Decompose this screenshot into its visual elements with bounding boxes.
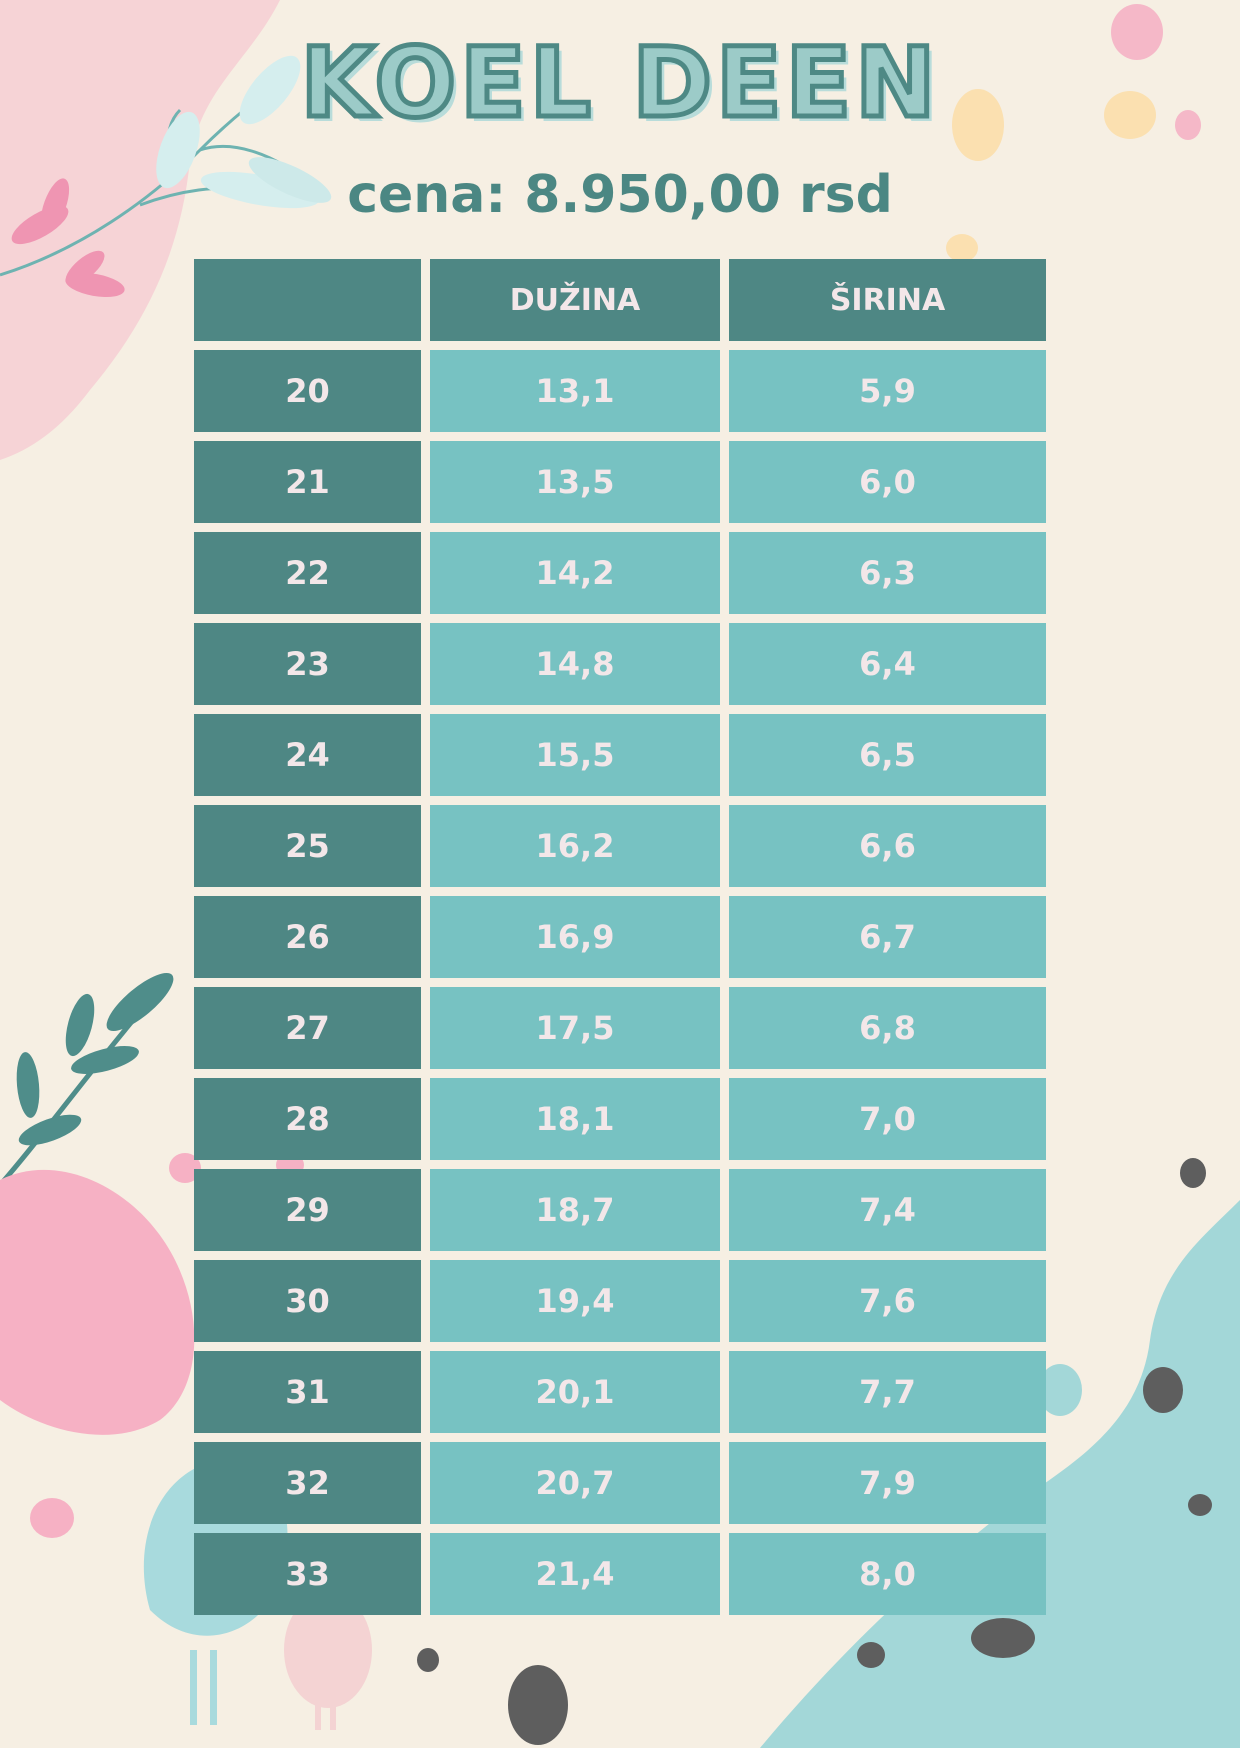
length-cell: 18,1 [430, 1078, 720, 1160]
width-cell: 6,0 [729, 441, 1046, 523]
table-row: 27 17,5 6,8 [194, 987, 1046, 1069]
size-cell: 21 [194, 441, 421, 523]
width-cell: 7,4 [729, 1169, 1046, 1251]
length-cell: 13,5 [430, 441, 720, 523]
size-cell: 23 [194, 623, 421, 705]
table-row: 33 21,4 8,0 [194, 1533, 1046, 1615]
size-cell: 31 [194, 1351, 421, 1433]
length-cell: 16,2 [430, 805, 720, 887]
width-cell: 7,7 [729, 1351, 1046, 1433]
table-row: 23 14,8 6,4 [194, 623, 1046, 705]
width-cell: 6,3 [729, 532, 1046, 614]
length-cell: 20,7 [430, 1442, 720, 1524]
size-cell: 24 [194, 714, 421, 796]
size-cell: 30 [194, 1260, 421, 1342]
table-header-row: DUŽINA ŠIRINA [194, 259, 1046, 341]
width-cell: 7,9 [729, 1442, 1046, 1524]
table-row: 25 16,2 6,6 [194, 805, 1046, 887]
width-cell: 6,8 [729, 987, 1046, 1069]
width-cell: 8,0 [729, 1533, 1046, 1615]
size-cell: 33 [194, 1533, 421, 1615]
size-cell: 20 [194, 350, 421, 432]
size-cell: 25 [194, 805, 421, 887]
table-row: 26 16,9 6,7 [194, 896, 1046, 978]
width-cell: 7,6 [729, 1260, 1046, 1342]
table-row: 29 18,7 7,4 [194, 1169, 1046, 1251]
length-cell: 17,5 [430, 987, 720, 1069]
length-cell: 14,8 [430, 623, 720, 705]
table-row: 22 14,2 6,3 [194, 532, 1046, 614]
table-row: 30 19,4 7,6 [194, 1260, 1046, 1342]
page-title: KOEL DEEN [298, 26, 940, 141]
width-cell: 6,5 [729, 714, 1046, 796]
header-width-cell: ŠIRINA [729, 259, 1046, 341]
table-row: 32 20,7 7,9 [194, 1442, 1046, 1524]
header-size-cell [194, 259, 421, 341]
length-cell: 21,4 [430, 1533, 720, 1615]
table-row: 21 13,5 6,0 [194, 441, 1046, 523]
width-cell: 6,4 [729, 623, 1046, 705]
length-cell: 20,1 [430, 1351, 720, 1433]
size-table: DUŽINA ŠIRINA 20 13,1 5,9 21 13,5 6,0 22 14,2 6,… [194, 259, 1046, 1624]
length-cell: 18,7 [430, 1169, 720, 1251]
width-cell: 5,9 [729, 350, 1046, 432]
size-cell: 27 [194, 987, 421, 1069]
header-length-cell: DUŽINA [430, 259, 720, 341]
table-row: 20 13,1 5,9 [194, 350, 1046, 432]
size-cell: 32 [194, 1442, 421, 1524]
length-cell: 14,2 [430, 532, 720, 614]
length-cell: 13,1 [430, 350, 720, 432]
length-cell: 19,4 [430, 1260, 720, 1342]
width-cell: 6,6 [729, 805, 1046, 887]
size-cell: 28 [194, 1078, 421, 1160]
length-cell: 16,9 [430, 896, 720, 978]
table-row: 31 20,1 7,7 [194, 1351, 1046, 1433]
length-cell: 15,5 [430, 714, 720, 796]
width-cell: 7,0 [729, 1078, 1046, 1160]
size-cell: 22 [194, 532, 421, 614]
price-label: cena: 8.950,00 rsd [347, 165, 893, 225]
table-row: 24 15,5 6,5 [194, 714, 1046, 796]
width-cell: 6,7 [729, 896, 1046, 978]
table-row: 28 18,1 7,0 [194, 1078, 1046, 1160]
size-cell: 26 [194, 896, 421, 978]
table-body: 20 13,1 5,9 21 13,5 6,0 22 14,2 6,3 23 14,8 6,4 24 15… [194, 350, 1046, 1615]
size-cell: 29 [194, 1169, 421, 1251]
